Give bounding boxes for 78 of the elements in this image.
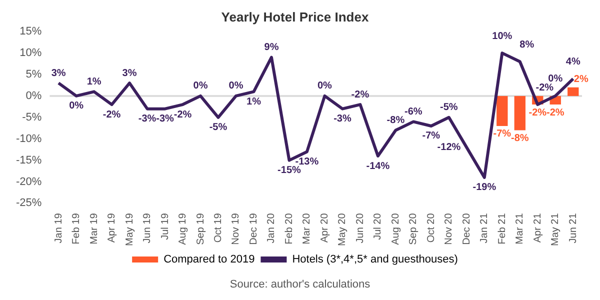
- data-label: -3%: [156, 114, 174, 125]
- x-tick-label: Apr 21: [532, 212, 544, 243]
- x-tick-label: Jun 20: [354, 212, 366, 244]
- x-tick-label: Mar 19: [88, 212, 100, 244]
- data-label: -2%: [351, 89, 370, 100]
- y-tick-label: 5%: [26, 68, 42, 81]
- x-tick-label: Nov 19: [230, 212, 242, 245]
- x-tick-label: Feb 19: [71, 212, 82, 244]
- data-label: 3%: [122, 68, 137, 79]
- y-tick-label: -5%: [22, 111, 42, 124]
- data-label: -2%: [102, 109, 121, 120]
- x-tick-label: Jan 19: [53, 212, 64, 244]
- x-tick-label: Feb 20: [284, 212, 295, 244]
- data-label: 4%: [566, 56, 580, 68]
- data-label: -3%: [138, 114, 156, 125]
- legend-label: Compared to 2019: [164, 254, 255, 266]
- data-label: 0%: [548, 74, 563, 85]
- data-label: -12%: [437, 142, 461, 154]
- x-tick-label: Oct 20: [426, 212, 437, 243]
- data-label: -2%: [546, 107, 564, 118]
- data-label: -7%: [493, 128, 512, 140]
- source-note: Source: author's calculations: [230, 278, 371, 291]
- data-label: 1%: [246, 96, 262, 108]
- x-tick-label: Mar 20: [302, 212, 313, 244]
- y-tick-label: -20%: [16, 176, 42, 188]
- data-label: 9%: [264, 42, 279, 54]
- x-tick-label: Dec 20: [461, 212, 472, 245]
- data-label: -2%: [174, 109, 192, 120]
- x-tick-label: Jan 21: [479, 212, 490, 244]
- legend-label: Hotels (3*,4*,5* and guesthouses): [292, 254, 458, 266]
- x-tick-label: Dec 19: [248, 212, 260, 245]
- x-tick-label: Apr 19: [106, 212, 118, 243]
- x-tick-label: Sep 20: [408, 212, 420, 245]
- x-tick-label: Jul 19: [160, 212, 171, 240]
- data-label: -2%: [536, 82, 554, 94]
- y-tick-label: -10%: [16, 132, 42, 145]
- data-label: 0%: [69, 100, 84, 112]
- y-tick-label: 10%: [20, 47, 42, 60]
- data-label: 8%: [520, 39, 534, 50]
- data-label: -8%: [386, 115, 405, 126]
- data-label: -19%: [472, 182, 496, 194]
- data-label: -6%: [404, 106, 422, 118]
- data-label: 1%: [86, 76, 102, 88]
- data-label: -5%: [209, 122, 228, 134]
- x-tick-label: Jul 20: [372, 212, 384, 240]
- x-tick-label: Sep 19: [195, 212, 206, 245]
- x-tick-label: May 20: [337, 212, 348, 246]
- x-tick-label: May 21: [550, 212, 562, 246]
- x-tick-label: May 19: [124, 212, 136, 246]
- data-label: -15%: [278, 165, 301, 176]
- y-tick-label: -25%: [16, 197, 42, 210]
- x-tick-label: Jun 21: [568, 212, 579, 244]
- data-label: -3%: [334, 114, 352, 125]
- data-label: 0%: [193, 80, 208, 92]
- x-tick-label: Feb 21: [496, 212, 508, 244]
- data-label: 10%: [492, 30, 512, 42]
- x-tick-label: Mar 21: [514, 212, 526, 244]
- x-tick-label: Aug 20: [390, 212, 402, 245]
- data-label: -14%: [366, 160, 390, 172]
- data-label: 3%: [51, 68, 66, 79]
- y-tick-label: 15%: [20, 26, 42, 38]
- y-tick-label: -15%: [16, 154, 42, 166]
- data-label: -7%: [422, 130, 440, 142]
- x-tick-label: Jun 19: [142, 212, 154, 244]
- y-tick-label: 0%: [26, 90, 42, 102]
- data-label: -13%: [295, 156, 319, 168]
- data-label: 0%: [317, 80, 332, 92]
- x-tick-label: Nov 20: [444, 212, 455, 245]
- chart-title: Yearly Hotel Price Index: [221, 9, 370, 24]
- data-label: 0%: [228, 80, 244, 92]
- data-label: -2%: [528, 107, 547, 118]
- x-tick-label: Oct 19: [212, 212, 224, 243]
- x-tick-label: Jan 20: [266, 212, 278, 244]
- data-label: 2%: [574, 74, 588, 86]
- data-label: -8%: [510, 133, 529, 144]
- x-tick-label: Apr 20: [319, 212, 330, 243]
- x-tick-label: Aug 19: [178, 212, 189, 245]
- data-label: -5%: [440, 102, 458, 114]
